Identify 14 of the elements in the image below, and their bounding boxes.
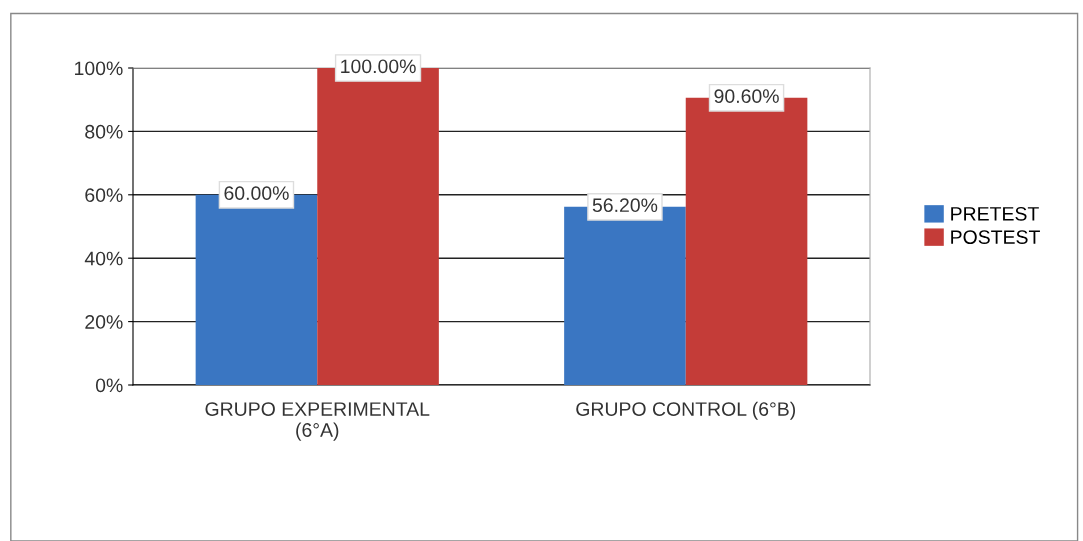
data-label: 60.00%	[224, 186, 289, 201]
x-tick-label: GRUPO CONTROL (6°B)	[576, 401, 796, 420]
data-label: 100.00%	[341, 59, 416, 74]
data-label: 90.60%	[714, 89, 779, 104]
legend-label: POSTEST	[951, 230, 1040, 244]
data-label: 56.20%	[592, 198, 658, 213]
y-tick-label: 20%	[85, 315, 123, 329]
y-tick-label: 60%	[85, 188, 123, 203]
legend-label: PRETEST	[951, 206, 1039, 221]
x-tick-label: GRUPO EXPERIMENTAL (6°A)	[205, 402, 430, 441]
y-tick-label: 100%	[75, 61, 123, 76]
y-tick-label: 80%	[85, 124, 123, 139]
y-tick-label: 40%	[84, 251, 123, 266]
y-tick-label: 0%	[95, 378, 123, 393]
